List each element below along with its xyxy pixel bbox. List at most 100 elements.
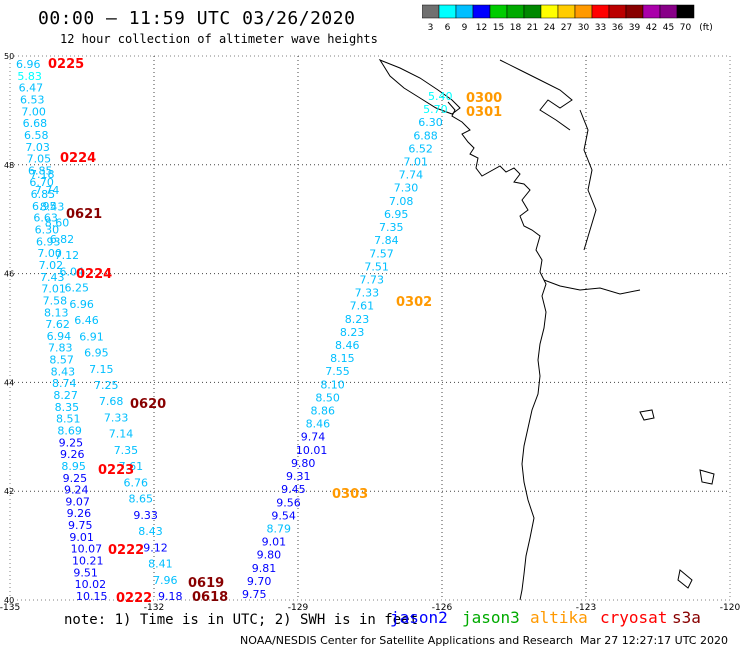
credit-text: NOAA/NESDIS Center for Satellite Applica… bbox=[240, 634, 574, 647]
swh-value: 6.76 bbox=[124, 476, 148, 489]
swh-value: 9.26 bbox=[60, 448, 85, 461]
swh-value: 10.15 bbox=[76, 590, 108, 603]
swh-value: 8.43 bbox=[138, 525, 163, 538]
colorbar-label: 70 bbox=[680, 23, 692, 32]
swh-value: 6.96 bbox=[16, 58, 41, 71]
swh-value: 8.69 bbox=[57, 424, 81, 437]
lon-tick-label: -129 bbox=[288, 603, 309, 610]
pass-time-label: 0620 bbox=[130, 397, 166, 412]
swh-value: 7.18 bbox=[30, 168, 55, 181]
colorbar-unit: (ft) bbox=[699, 23, 713, 32]
swh-value: 7.15 bbox=[89, 363, 114, 376]
swh-value: 9.25 bbox=[63, 472, 88, 485]
coastline bbox=[447, 101, 547, 601]
swh-value: 6.95 bbox=[84, 347, 109, 360]
swh-value: 8.35 bbox=[55, 401, 80, 414]
swh-value: 6.52 bbox=[408, 142, 433, 155]
swh-value: 9.01 bbox=[69, 531, 94, 544]
swh-value: 6.93 bbox=[36, 235, 61, 248]
swh-value: 7.01 bbox=[404, 156, 429, 169]
pass-time-label: 0224 bbox=[60, 151, 96, 166]
swh-value: 7.58 bbox=[43, 294, 68, 307]
colorbar-label: 24 bbox=[544, 23, 556, 32]
colorbar-swatch bbox=[455, 4, 474, 19]
columbia-river bbox=[543, 279, 641, 295]
swh-value: 9.24 bbox=[64, 484, 89, 497]
mainland-coast bbox=[499, 59, 573, 131]
swh-value: 7.12 bbox=[55, 249, 80, 262]
swh-value: 9.01 bbox=[262, 536, 287, 549]
swh-value: 6.70 bbox=[29, 176, 54, 189]
swh-value: 7.03 bbox=[25, 141, 50, 154]
page-title: 00:00 – 11:59 UTC 03/26/2020 bbox=[38, 8, 356, 29]
swh-value: 7.00 bbox=[37, 247, 62, 260]
swh-value: 7.14 bbox=[109, 428, 133, 441]
colorbar-label: 21 bbox=[527, 23, 538, 32]
colorbar-swatch bbox=[608, 4, 627, 19]
colorbar-label: 15 bbox=[493, 23, 504, 32]
swh-value: 6.58 bbox=[24, 129, 49, 142]
swh-value: 8.50 bbox=[315, 391, 340, 404]
swh-value: 6.85 bbox=[28, 164, 53, 177]
swh-value: 6.91 bbox=[79, 330, 104, 343]
swh-value: 7.05 bbox=[27, 153, 51, 166]
swh-value: 6.30 bbox=[35, 224, 60, 237]
colorbar-label: 6 bbox=[445, 23, 451, 32]
swh-value: 9.70 bbox=[247, 575, 271, 588]
wave-height-map[interactable]: -135 -132 -129 -126 -123 -120 50 48 46 44 42 40 6.96… bbox=[0, 50, 740, 610]
colorbar-label: 36 bbox=[612, 23, 624, 32]
swh-value: 8.23 bbox=[345, 313, 370, 326]
swh-value: 7.62 bbox=[45, 318, 69, 331]
lat-tick-label: 46 bbox=[4, 270, 14, 279]
pass-time-label: 0302 bbox=[396, 295, 432, 310]
swh-value: 8.15 bbox=[330, 352, 355, 365]
swh-value: 6.82 bbox=[50, 233, 75, 246]
swh-value: 5.70 bbox=[423, 103, 448, 116]
swh-value: 5.40 bbox=[428, 90, 453, 103]
page-subtitle: 12 hour collection of altimeter wave hei… bbox=[60, 32, 378, 46]
pass-time-label: 0303 bbox=[332, 487, 368, 502]
swh-value: 7.68 bbox=[99, 395, 124, 408]
timestamp-text: Mar 27 12:27:17 UTC 2020 bbox=[580, 634, 728, 647]
swh-value: 8.86 bbox=[311, 405, 336, 418]
swh-value: 9.07 bbox=[65, 495, 90, 508]
colorbar-swatch bbox=[676, 4, 695, 19]
swh-value: 9.56 bbox=[276, 496, 301, 509]
colorbar-swatch bbox=[540, 4, 559, 19]
legend-note: note: 1) Time is in UTC; 2) SWH is in fe… bbox=[64, 612, 419, 628]
legend-jason2: jason2 bbox=[390, 608, 448, 627]
swh-value: 8.60 bbox=[45, 217, 69, 230]
swh-value: 6.63 bbox=[33, 212, 58, 225]
colorbar-label: 39 bbox=[629, 23, 641, 32]
lon-tick-label: -135 bbox=[0, 603, 20, 610]
swh-value: 6.04 bbox=[60, 265, 85, 278]
swh-value: 9.26 bbox=[67, 507, 92, 520]
pass-time-label: 0301 bbox=[466, 105, 502, 120]
swh-value: 8.46 bbox=[306, 418, 331, 431]
colorbar-swatch bbox=[438, 4, 457, 19]
colorbar-swatch bbox=[591, 4, 610, 19]
pass-time-label: 0224 bbox=[76, 267, 112, 282]
swh-value: 6.53 bbox=[20, 93, 45, 106]
swh-value: 7.02 bbox=[39, 259, 64, 272]
pass-time-label: 0619 bbox=[188, 576, 224, 591]
swh-value: 10.07 bbox=[71, 543, 103, 556]
swh-value: 7.83 bbox=[48, 342, 73, 355]
vancouver-island bbox=[378, 58, 461, 115]
lat-tick-label: 40 bbox=[4, 596, 14, 605]
swh-value: 7.74 bbox=[35, 184, 60, 197]
swh-value: 8.23 bbox=[340, 326, 365, 339]
colorbar-label: 3 bbox=[428, 23, 434, 32]
lat-tick-label: 50 bbox=[4, 52, 14, 61]
swh-value: 6.30 bbox=[418, 116, 443, 129]
colorbar-label: 12 bbox=[476, 23, 487, 32]
swh-value: 7.96 bbox=[153, 574, 178, 587]
swh-value: 7.57 bbox=[369, 247, 394, 260]
swh-value: 7.30 bbox=[394, 182, 419, 195]
swh-value: 5.83 bbox=[17, 70, 42, 83]
swh-value: 9.45 bbox=[281, 483, 306, 496]
pass-time-label: 0222 bbox=[108, 543, 144, 558]
pass-time-label: 0300 bbox=[466, 91, 502, 106]
swh-value: 7.01 bbox=[41, 283, 65, 296]
swh-value: 7.73 bbox=[359, 273, 384, 286]
